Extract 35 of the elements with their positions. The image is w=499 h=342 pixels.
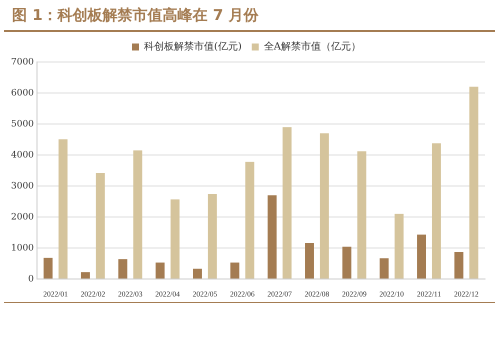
bar xyxy=(357,151,366,278)
bar xyxy=(80,272,90,278)
y-tick-label: 6000 xyxy=(11,88,34,98)
bar xyxy=(156,262,165,278)
bar xyxy=(380,258,389,278)
chart-title: 图 1：科创板解禁市值高峰在 7 月份 xyxy=(4,0,495,32)
y-tick-label: 2000 xyxy=(11,212,34,222)
bar xyxy=(320,133,329,278)
bar xyxy=(230,262,240,278)
bar xyxy=(282,127,292,278)
bar xyxy=(118,259,128,278)
bar xyxy=(192,268,202,278)
y-tick-label: 1000 xyxy=(11,243,34,254)
bar xyxy=(44,258,53,278)
y-tick-label: 4000 xyxy=(11,150,34,160)
y-tick-label: 0 xyxy=(28,274,34,284)
bar xyxy=(342,246,352,278)
y-tick-label: 5000 xyxy=(11,119,34,130)
bar xyxy=(58,139,68,278)
bar xyxy=(417,234,426,278)
bar xyxy=(305,243,314,278)
bar xyxy=(245,162,254,278)
bar xyxy=(268,195,277,278)
y-tick-label: 7000 xyxy=(11,57,34,68)
bar xyxy=(469,86,478,278)
y-tick-label: 3000 xyxy=(11,181,34,192)
legend-label: 科创板解禁市值(亿元) xyxy=(144,40,242,53)
bar xyxy=(394,214,404,278)
bar xyxy=(170,199,180,278)
bar xyxy=(432,143,441,278)
legend-label: 全A解禁市值（亿元） xyxy=(264,40,362,53)
bar xyxy=(96,172,105,278)
bar xyxy=(454,252,464,278)
bar xyxy=(133,150,142,278)
bar xyxy=(208,194,217,278)
